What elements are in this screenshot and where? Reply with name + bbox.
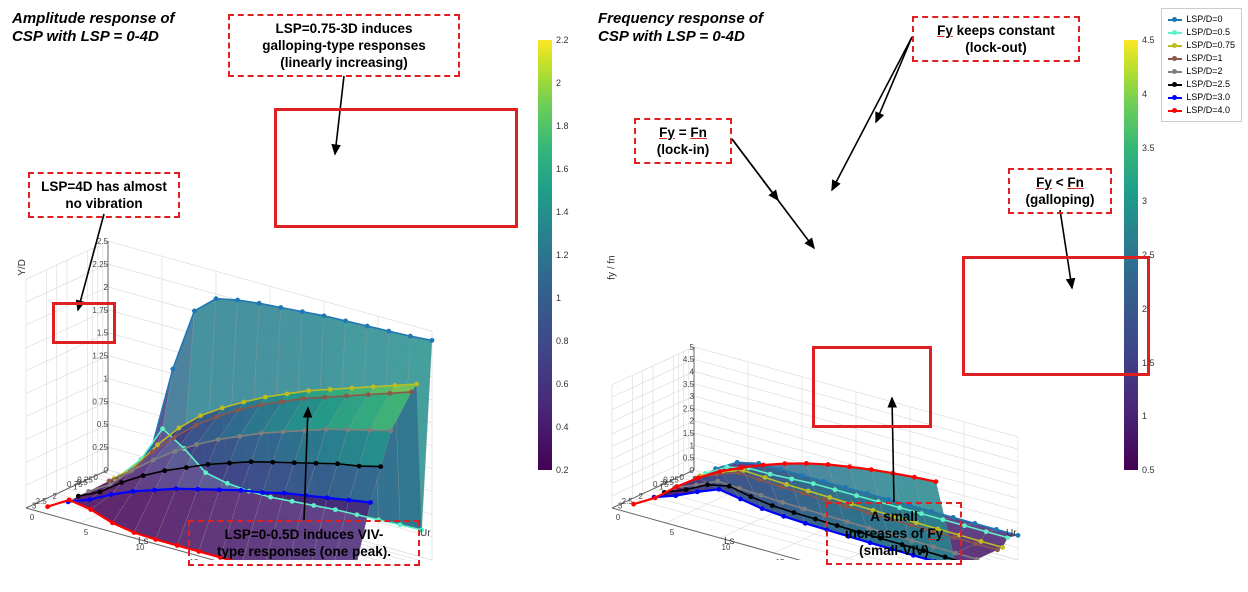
svg-text:0: 0 [680, 473, 685, 482]
svg-text:15: 15 [776, 558, 785, 560]
right-ylabel: Ls [724, 536, 735, 547]
legend-label: LSP/D=2.5 [1186, 78, 1230, 91]
svg-text:2.5: 2.5 [683, 404, 695, 413]
legend-item: LSP/D=0.75 [1168, 39, 1235, 52]
left-panel: Amplitude response of CSP with LSP = 0-4… [0, 0, 586, 592]
annotation-b2: Fy keeps constant(lock-out) [912, 16, 1080, 62]
svg-text:3: 3 [690, 392, 695, 401]
svg-text:4.5: 4.5 [683, 355, 695, 364]
annotation-a2: LSP=4D has almost no vibration [28, 172, 180, 218]
svg-text:1.25: 1.25 [92, 352, 108, 361]
annotation-a1: LSP=0.75-3D induces galloping-type respo… [228, 14, 460, 77]
svg-text:1.5: 1.5 [683, 429, 695, 438]
colorbar-tick: 1.6 [556, 164, 569, 174]
annotation-b1: Fy = Fn(lock-in) [634, 118, 732, 164]
colorbar-tick: 1.8 [556, 121, 569, 131]
highlight-g2 [812, 346, 932, 428]
colorbar-tick: 3.5 [1142, 143, 1155, 153]
svg-text:2.25: 2.25 [92, 260, 108, 269]
svg-text:2.5: 2.5 [97, 237, 109, 246]
colorbar-tick: 1.4 [556, 207, 569, 217]
svg-text:0: 0 [30, 513, 35, 522]
svg-text:5: 5 [670, 528, 675, 537]
svg-text:3.5: 3.5 [683, 380, 695, 389]
svg-text:2.5: 2.5 [36, 497, 48, 506]
svg-text:1: 1 [73, 483, 78, 492]
legend-swatch [1168, 19, 1182, 21]
legend-label: LSP/D=0.5 [1186, 26, 1230, 39]
right-zlabel: fy / fn [607, 255, 618, 279]
svg-text:1: 1 [690, 441, 695, 450]
svg-text:0: 0 [104, 466, 109, 475]
svg-text:0.5: 0.5 [683, 454, 695, 463]
legend-swatch [1168, 84, 1182, 86]
colorbar-tick: 1 [556, 293, 561, 303]
colorbar-tick: 0.5 [1142, 465, 1155, 475]
legend-swatch [1168, 32, 1182, 34]
annotation-b4: A smallincreases of Fy(small-VIV) [826, 502, 962, 565]
colorbar-tick: 0.2 [556, 465, 569, 475]
svg-text:2: 2 [53, 492, 58, 501]
colorbar-tick: 2.2 [556, 35, 569, 45]
left-zlabel: Y/D [17, 259, 28, 276]
left-colorbar [538, 40, 552, 470]
legend-label: LSP/D=3.0 [1186, 91, 1230, 104]
svg-text:0: 0 [94, 473, 99, 482]
legend-item: LSP/D=2.5 [1168, 78, 1235, 91]
legend-swatch [1168, 71, 1182, 73]
legend-label: LSP/D=4.0 [1186, 104, 1230, 117]
legend-item: LSP/D=0.5 [1168, 26, 1235, 39]
left-xlabel: Ur [420, 528, 431, 539]
annotation-b3: Fy < Fn(galloping) [1008, 168, 1112, 214]
colorbar-tick: 0.8 [556, 336, 569, 346]
svg-text:2: 2 [690, 417, 695, 426]
svg-text:5: 5 [690, 343, 695, 352]
legend: LSP/D=0LSP/D=0.5LSP/D=0.75LSP/D=1LSP/D=2… [1161, 8, 1242, 122]
svg-text:0: 0 [616, 513, 621, 522]
legend-item: LSP/D=2 [1168, 65, 1235, 78]
legend-swatch [1168, 58, 1182, 60]
svg-text:0.5: 0.5 [97, 420, 109, 429]
highlight-h1 [274, 108, 518, 228]
legend-label: LSP/D=0 [1186, 13, 1222, 26]
svg-text:1: 1 [104, 374, 109, 383]
right-colorbar [1124, 40, 1138, 470]
colorbar-tick: 1.2 [556, 250, 569, 260]
svg-text:3: 3 [32, 502, 37, 511]
svg-text:0.25: 0.25 [92, 443, 108, 452]
left-ylabel: Ls [138, 536, 149, 547]
legend-item: LSP/D=0 [1168, 13, 1235, 26]
right-xlabel: Ur [1006, 528, 1017, 539]
legend-swatch [1168, 97, 1182, 99]
colorbar-tick: 0.6 [556, 379, 569, 389]
legend-label: LSP/D=0.75 [1186, 39, 1235, 52]
colorbar-tick: 2 [556, 78, 561, 88]
colorbar-tick: 0.4 [556, 422, 569, 432]
svg-text:0: 0 [690, 466, 695, 475]
highlight-h2 [52, 302, 116, 344]
highlight-g1 [962, 256, 1150, 376]
svg-text:3: 3 [618, 502, 623, 511]
colorbar-tick: 3 [1142, 196, 1147, 206]
colorbar-tick: 4 [1142, 89, 1147, 99]
legend-label: LSP/D=1 [1186, 52, 1222, 65]
legend-swatch [1168, 110, 1182, 112]
legend-item: LSP/D=3.0 [1168, 91, 1235, 104]
svg-text:1: 1 [659, 483, 664, 492]
legend-swatch [1168, 45, 1182, 47]
svg-text:5: 5 [84, 528, 89, 537]
colorbar-tick: 4.5 [1142, 35, 1155, 45]
legend-item: LSP/D=1 [1168, 52, 1235, 65]
colorbar-tick: 1 [1142, 411, 1147, 421]
annotation-a3: LSP=0-0.5D induces VIV- type responses (… [188, 520, 420, 566]
svg-text:2: 2 [104, 283, 109, 292]
svg-text:2: 2 [639, 492, 644, 501]
legend-label: LSP/D=2 [1186, 65, 1222, 78]
legend-item: LSP/D=4.0 [1168, 104, 1235, 117]
svg-text:0.75: 0.75 [92, 397, 108, 406]
svg-text:4: 4 [690, 367, 695, 376]
left-colorbar-ticks: 0.20.40.60.811.21.41.61.822.2 [556, 40, 580, 470]
